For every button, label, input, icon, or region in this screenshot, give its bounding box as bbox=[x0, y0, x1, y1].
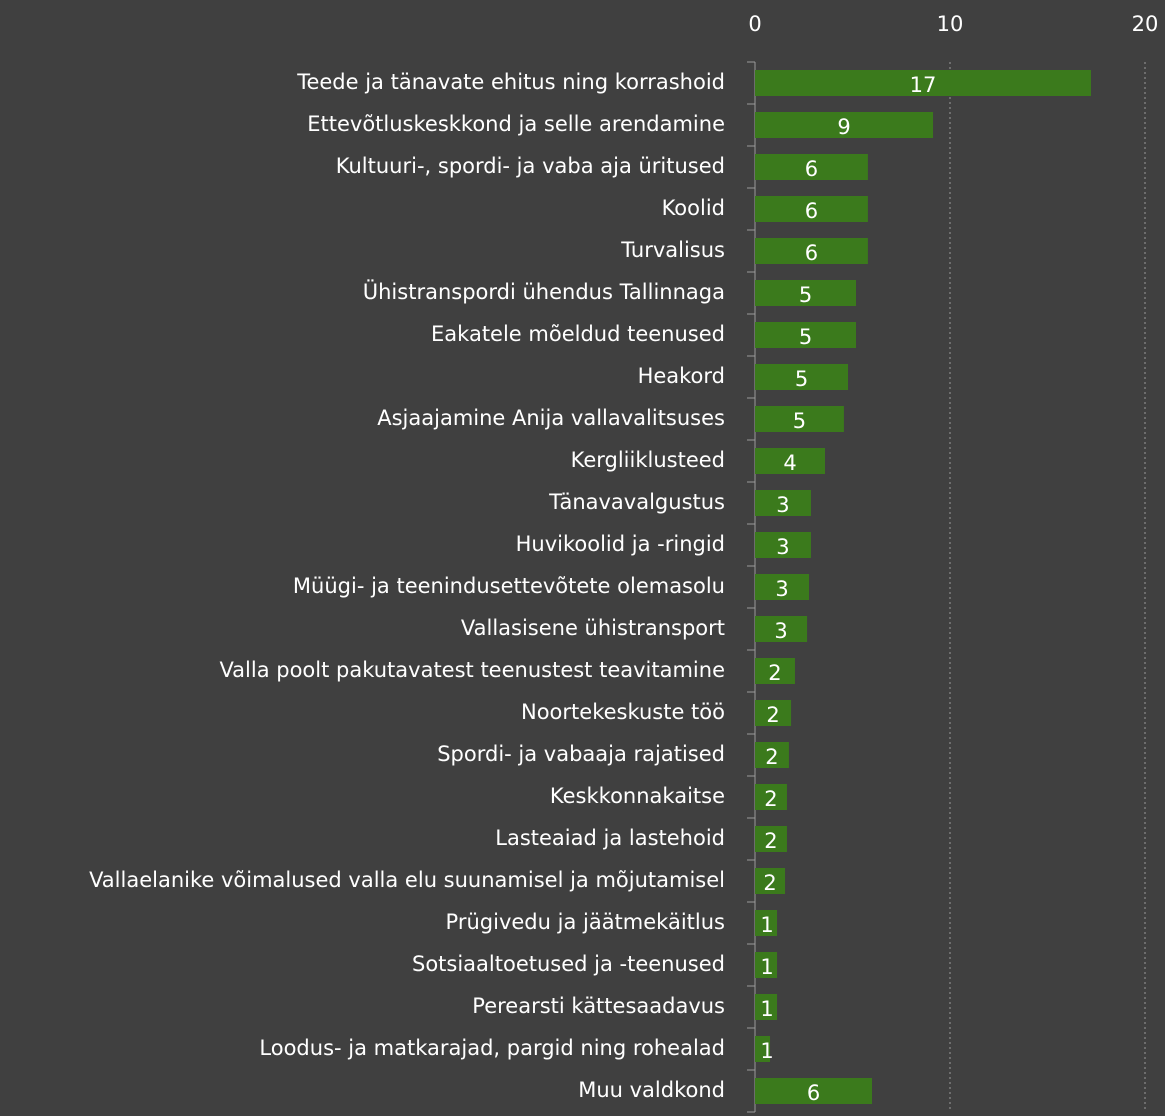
y-tick-label: Noortekeskuste töö bbox=[521, 700, 725, 724]
y-tick-label: Keskkonnakaitse bbox=[550, 784, 725, 808]
y-tick-label: Sotsiaaltoetused ja -teenused bbox=[412, 952, 725, 976]
data-label: 3 bbox=[776, 535, 789, 559]
bar bbox=[755, 532, 811, 558]
data-label: 6 bbox=[805, 157, 818, 181]
data-label: 5 bbox=[799, 325, 812, 349]
data-label: 2 bbox=[766, 703, 779, 727]
bar bbox=[755, 616, 808, 642]
data-label: 3 bbox=[776, 493, 789, 517]
data-label: 2 bbox=[768, 661, 781, 685]
data-label: 2 bbox=[765, 745, 778, 769]
bar bbox=[755, 658, 795, 684]
x-tick-label: 0 bbox=[748, 12, 761, 36]
y-tick-label: Loodus- ja matkarajad, pargid ning rohea… bbox=[259, 1036, 725, 1060]
data-label: 1 bbox=[760, 955, 773, 979]
y-tick-label: Koolid bbox=[662, 196, 725, 220]
y-tick-label: Müügi- ja teenindusettevõtete olemasolu bbox=[293, 574, 725, 598]
bar bbox=[755, 448, 826, 474]
y-tick-label: Tänavavalgustus bbox=[548, 490, 725, 514]
y-tick-label: Valla poolt pakutavatest teenustest teav… bbox=[219, 658, 725, 682]
bar bbox=[755, 70, 1091, 96]
y-tick-label: Teede ja tänavate ehitus ning korrashoid bbox=[296, 70, 725, 94]
bar bbox=[755, 490, 811, 516]
bar bbox=[755, 196, 868, 222]
x-tick-label: 10 bbox=[937, 12, 964, 36]
bar bbox=[755, 574, 810, 600]
y-tick-label: Prügivedu ja jäätmekäitlus bbox=[446, 910, 725, 934]
data-label: 3 bbox=[774, 619, 787, 643]
bar bbox=[755, 826, 787, 852]
bar bbox=[755, 406, 844, 432]
bar bbox=[755, 364, 849, 390]
bar bbox=[755, 112, 934, 138]
data-label: 17 bbox=[910, 73, 937, 97]
bar bbox=[755, 700, 792, 726]
data-label: 1 bbox=[760, 1039, 773, 1063]
data-label: 1 bbox=[760, 913, 773, 937]
bar bbox=[755, 952, 778, 978]
data-label: 5 bbox=[795, 367, 808, 391]
y-tick-label: Eakatele mõeldud teenused bbox=[431, 322, 725, 346]
data-label: 9 bbox=[837, 115, 850, 139]
data-label: 4 bbox=[783, 451, 796, 475]
y-tick-label: Kultuuri-, spordi- ja vaba aja üritused bbox=[336, 154, 725, 178]
y-tick-label: Kergliiklusteed bbox=[571, 448, 725, 472]
bar bbox=[755, 742, 789, 768]
data-label: 5 bbox=[793, 409, 806, 433]
data-label: 5 bbox=[799, 283, 812, 307]
y-tick-label: Ettevõtluskeskkond ja selle arendamine bbox=[307, 112, 725, 136]
data-label: 2 bbox=[764, 787, 777, 811]
y-tick-label: Turvalisus bbox=[620, 238, 725, 262]
data-label: 6 bbox=[805, 199, 818, 223]
y-tick-label: Spordi- ja vabaaja rajatised bbox=[437, 742, 725, 766]
data-label: 1 bbox=[760, 997, 773, 1021]
bar bbox=[755, 322, 857, 348]
data-label: 3 bbox=[775, 577, 788, 601]
data-label: 6 bbox=[805, 241, 818, 265]
bar bbox=[755, 154, 868, 180]
bar bbox=[755, 784, 787, 810]
bar bbox=[755, 280, 857, 306]
y-tick-label: Vallasisene ühistransport bbox=[461, 616, 725, 640]
y-tick-label: Asjaajamine Anija vallavalitsuses bbox=[377, 406, 725, 430]
y-tick-label: Muu valdkond bbox=[578, 1078, 725, 1102]
y-tick-label: Heakord bbox=[638, 364, 725, 388]
bar bbox=[755, 994, 778, 1020]
bar bbox=[755, 1036, 771, 1062]
y-tick-label: Vallaelanike võimalused valla elu suunam… bbox=[89, 868, 725, 892]
y-tick-label: Perearsti kättesaadavus bbox=[472, 994, 725, 1018]
y-tick-label: Huvikoolid ja -ringid bbox=[516, 532, 725, 556]
bar bbox=[755, 868, 786, 894]
y-tick-label: Lasteaiad ja lastehoid bbox=[495, 826, 725, 850]
bar bbox=[755, 238, 868, 264]
data-label: 2 bbox=[764, 829, 777, 853]
data-label: 2 bbox=[763, 871, 776, 895]
bar bbox=[755, 1078, 872, 1104]
x-tick-label: 20 bbox=[1132, 12, 1159, 36]
bar bbox=[755, 910, 778, 936]
data-label: 6 bbox=[807, 1081, 820, 1105]
y-tick-label: Ühistranspordi ühendus Tallinnaga bbox=[363, 279, 725, 304]
